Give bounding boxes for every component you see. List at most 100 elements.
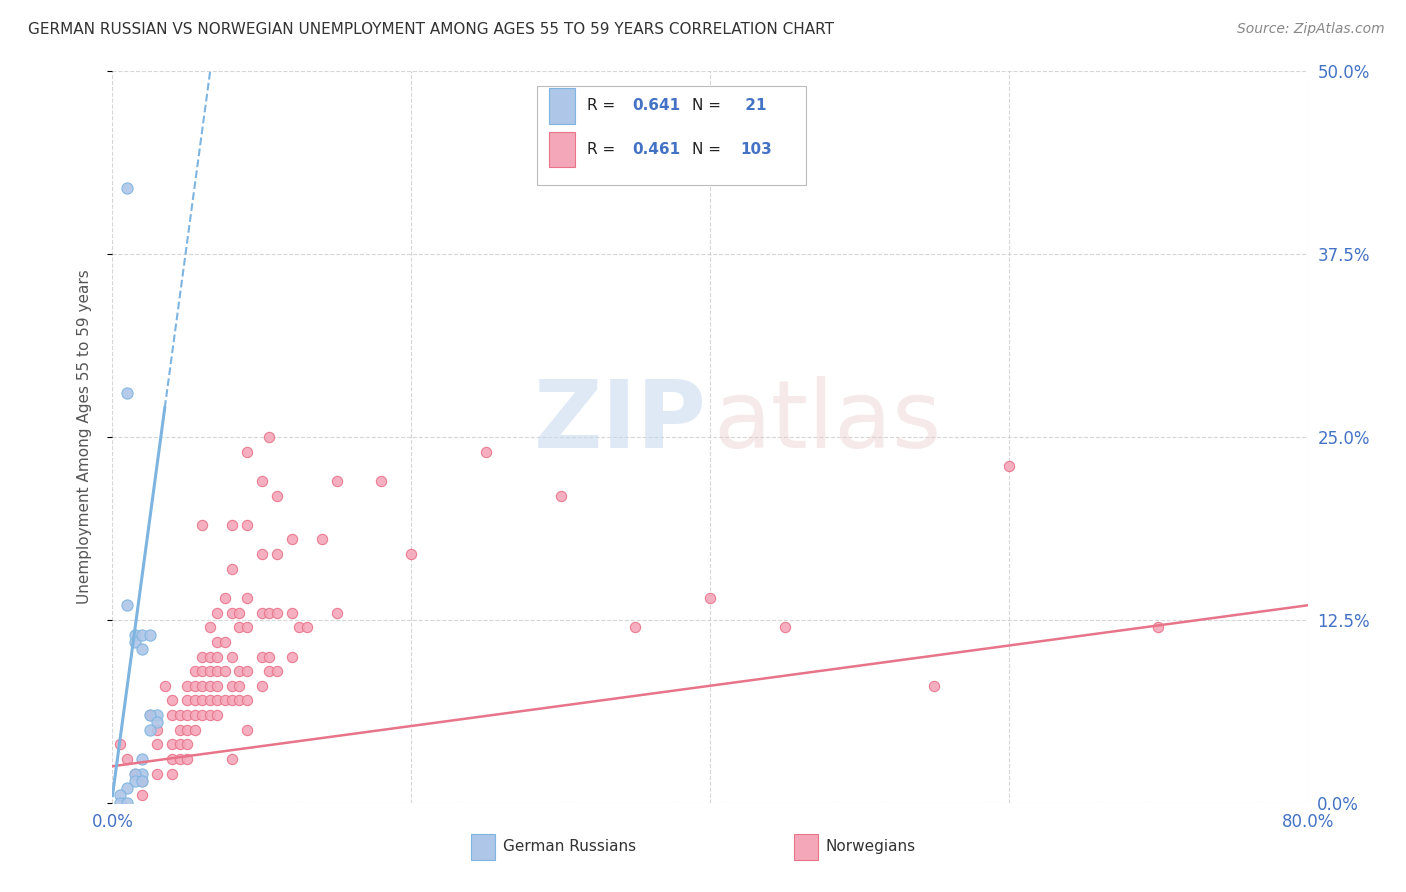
Point <box>139 708 162 723</box>
Point <box>228 679 250 693</box>
Point <box>124 766 146 780</box>
Point <box>131 627 153 641</box>
Point <box>176 679 198 693</box>
Point <box>236 517 259 532</box>
Text: atlas: atlas <box>714 376 942 468</box>
Point <box>146 723 169 737</box>
Point <box>325 474 347 488</box>
Point <box>117 781 139 796</box>
Point <box>922 679 945 693</box>
Point <box>139 627 162 641</box>
FancyBboxPatch shape <box>548 132 575 167</box>
Point <box>131 766 153 780</box>
Point <box>198 664 221 678</box>
Point <box>475 444 498 458</box>
Text: 0.461: 0.461 <box>633 142 681 157</box>
Text: GERMAN RUSSIAN VS NORWEGIAN UNEMPLOYMENT AMONG AGES 55 TO 59 YEARS CORRELATION C: GERMAN RUSSIAN VS NORWEGIAN UNEMPLOYMENT… <box>28 22 834 37</box>
Point <box>198 708 221 723</box>
Point <box>295 620 318 634</box>
Point <box>205 649 228 664</box>
Point <box>699 591 721 605</box>
Point <box>198 693 221 707</box>
Point <box>169 723 191 737</box>
Point <box>131 752 153 766</box>
Point <box>176 752 198 766</box>
Point <box>250 474 273 488</box>
Point <box>228 693 250 707</box>
Text: R =: R = <box>586 98 620 113</box>
Point <box>228 606 250 620</box>
Point <box>221 649 243 664</box>
Point <box>221 752 243 766</box>
Point <box>146 715 169 730</box>
Point <box>221 517 243 532</box>
Point <box>266 664 288 678</box>
Point <box>153 679 176 693</box>
Point <box>221 693 243 707</box>
Text: Norwegians: Norwegians <box>825 839 917 855</box>
Point <box>162 766 183 780</box>
Point <box>228 664 250 678</box>
Point <box>259 430 281 444</box>
Point <box>214 591 236 605</box>
Point <box>191 708 214 723</box>
Point <box>131 789 153 803</box>
Point <box>176 693 198 707</box>
Point <box>198 679 221 693</box>
Point <box>183 723 205 737</box>
Point <box>191 649 214 664</box>
Text: R =: R = <box>586 142 620 157</box>
Point <box>250 606 273 620</box>
FancyBboxPatch shape <box>794 833 818 860</box>
Point <box>117 181 139 195</box>
Point <box>117 599 139 613</box>
Point <box>998 459 1021 474</box>
Point <box>214 664 236 678</box>
Point <box>124 627 146 641</box>
Point <box>162 693 183 707</box>
Point <box>228 620 250 634</box>
Point <box>139 723 162 737</box>
Point <box>250 547 273 561</box>
Point <box>236 591 259 605</box>
Point <box>191 693 214 707</box>
Point <box>108 796 131 810</box>
Point <box>221 679 243 693</box>
Point <box>183 708 205 723</box>
Point <box>214 693 236 707</box>
Point <box>162 708 183 723</box>
Point <box>236 723 259 737</box>
Point <box>259 664 281 678</box>
Point <box>205 664 228 678</box>
Point <box>191 664 214 678</box>
Point <box>624 620 647 634</box>
Point <box>205 708 228 723</box>
FancyBboxPatch shape <box>548 88 575 123</box>
Point <box>162 752 183 766</box>
Point <box>124 773 146 788</box>
Point <box>117 796 139 810</box>
Point <box>281 649 304 664</box>
Point <box>250 649 273 664</box>
Point <box>146 708 169 723</box>
Text: ZIP: ZIP <box>533 376 706 468</box>
Point <box>176 708 198 723</box>
Point <box>191 517 214 532</box>
Point <box>205 635 228 649</box>
Point <box>550 489 572 503</box>
Point <box>146 766 169 780</box>
Point <box>773 620 796 634</box>
Point <box>124 635 146 649</box>
Point <box>162 737 183 751</box>
Point <box>266 547 288 561</box>
Point <box>117 386 139 401</box>
Point <box>198 620 221 634</box>
Point <box>198 649 221 664</box>
Point <box>236 664 259 678</box>
Point <box>288 620 311 634</box>
Point <box>169 708 191 723</box>
Point <box>266 606 288 620</box>
Point <box>205 679 228 693</box>
Text: N =: N = <box>692 98 725 113</box>
Point <box>221 562 243 576</box>
